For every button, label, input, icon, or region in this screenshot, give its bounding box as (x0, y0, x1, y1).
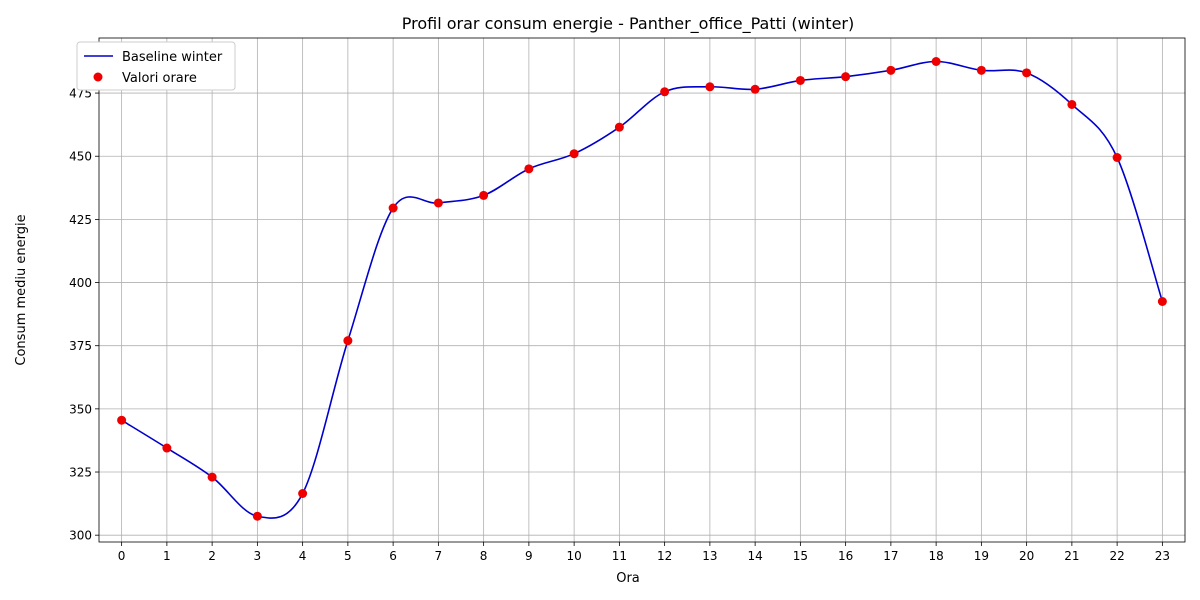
data-point (750, 84, 760, 94)
plot-frame (98, 37, 1186, 543)
legend-scatter-swatch (93, 72, 103, 82)
data-point (207, 472, 217, 482)
data-point (117, 415, 127, 425)
x-tick-label: 19 (974, 549, 989, 563)
x-tick-label: 9 (525, 549, 533, 563)
data-point (298, 488, 308, 498)
data-point (343, 336, 353, 346)
x-axis-label: Ora (616, 571, 640, 586)
y-tick-label: 425 (69, 213, 92, 227)
x-tick-label: 3 (254, 549, 262, 563)
legend: Baseline winter Valori orare (76, 41, 236, 91)
x-tick-label: 7 (435, 549, 443, 563)
y-tick-label: 325 (69, 466, 92, 480)
y-tick-label: 450 (69, 150, 92, 164)
data-point (1157, 296, 1167, 306)
x-tick-label: 13 (702, 549, 717, 563)
x-tick-label: 8 (480, 549, 488, 563)
x-tick-label: 12 (657, 549, 672, 563)
data-point (931, 56, 941, 66)
data-point (614, 122, 624, 132)
x-tick-label: 21 (1064, 549, 1079, 563)
x-tick-label: 14 (747, 549, 762, 563)
x-tick-label: 17 (883, 549, 898, 563)
data-point (252, 511, 262, 521)
data-point (886, 65, 896, 75)
data-point (976, 65, 986, 75)
data-point (705, 82, 715, 92)
data-point (479, 190, 489, 200)
data-point (162, 443, 172, 453)
data-point (388, 203, 398, 213)
y-axis-label: Consum mediu energie (14, 214, 29, 365)
series-layer (117, 56, 1167, 521)
y-tick-label: 300 (69, 529, 92, 543)
x-tick-label: 0 (118, 549, 126, 563)
x-tick-label: 15 (793, 549, 808, 563)
y-tick-label: 400 (69, 276, 92, 290)
data-point (433, 198, 443, 208)
x-tick-label: 22 (1109, 549, 1124, 563)
legend-label-valori: Valori orare (122, 71, 197, 86)
x-tick-label: 4 (299, 549, 307, 563)
x-tick-label: 18 (928, 549, 943, 563)
data-point (524, 164, 534, 174)
data-point (1022, 68, 1032, 78)
x-tick-label: 23 (1155, 549, 1170, 563)
legend-label-baseline: Baseline winter (122, 50, 223, 65)
x-tick-label: 2 (208, 549, 216, 563)
data-point (660, 87, 670, 97)
grid-layer (99, 38, 1185, 542)
data-point (841, 72, 851, 82)
x-tick-label: 20 (1019, 549, 1034, 563)
data-point (1112, 152, 1122, 162)
data-point (795, 75, 805, 85)
x-tick-label: 16 (838, 549, 853, 563)
chart-title: Profil orar consum energie - Panther_off… (402, 14, 855, 34)
x-tick-label: 11 (612, 549, 627, 563)
y-tick-label: 350 (69, 402, 92, 416)
x-tick-label: 10 (566, 549, 581, 563)
data-point (1067, 99, 1077, 109)
data-point (569, 149, 579, 159)
tick-layer: 0 1 2 3 4 5 6 7 8 9 10 11 12 13 14 15 16 17 18 19 20 21 22 2330… (69, 87, 1170, 563)
legend-box (76, 41, 236, 91)
x-tick-label: 5 (344, 549, 352, 563)
x-tick-label: 1 (163, 549, 171, 563)
y-tick-label: 375 (69, 339, 92, 353)
x-tick-label: 6 (389, 549, 397, 563)
